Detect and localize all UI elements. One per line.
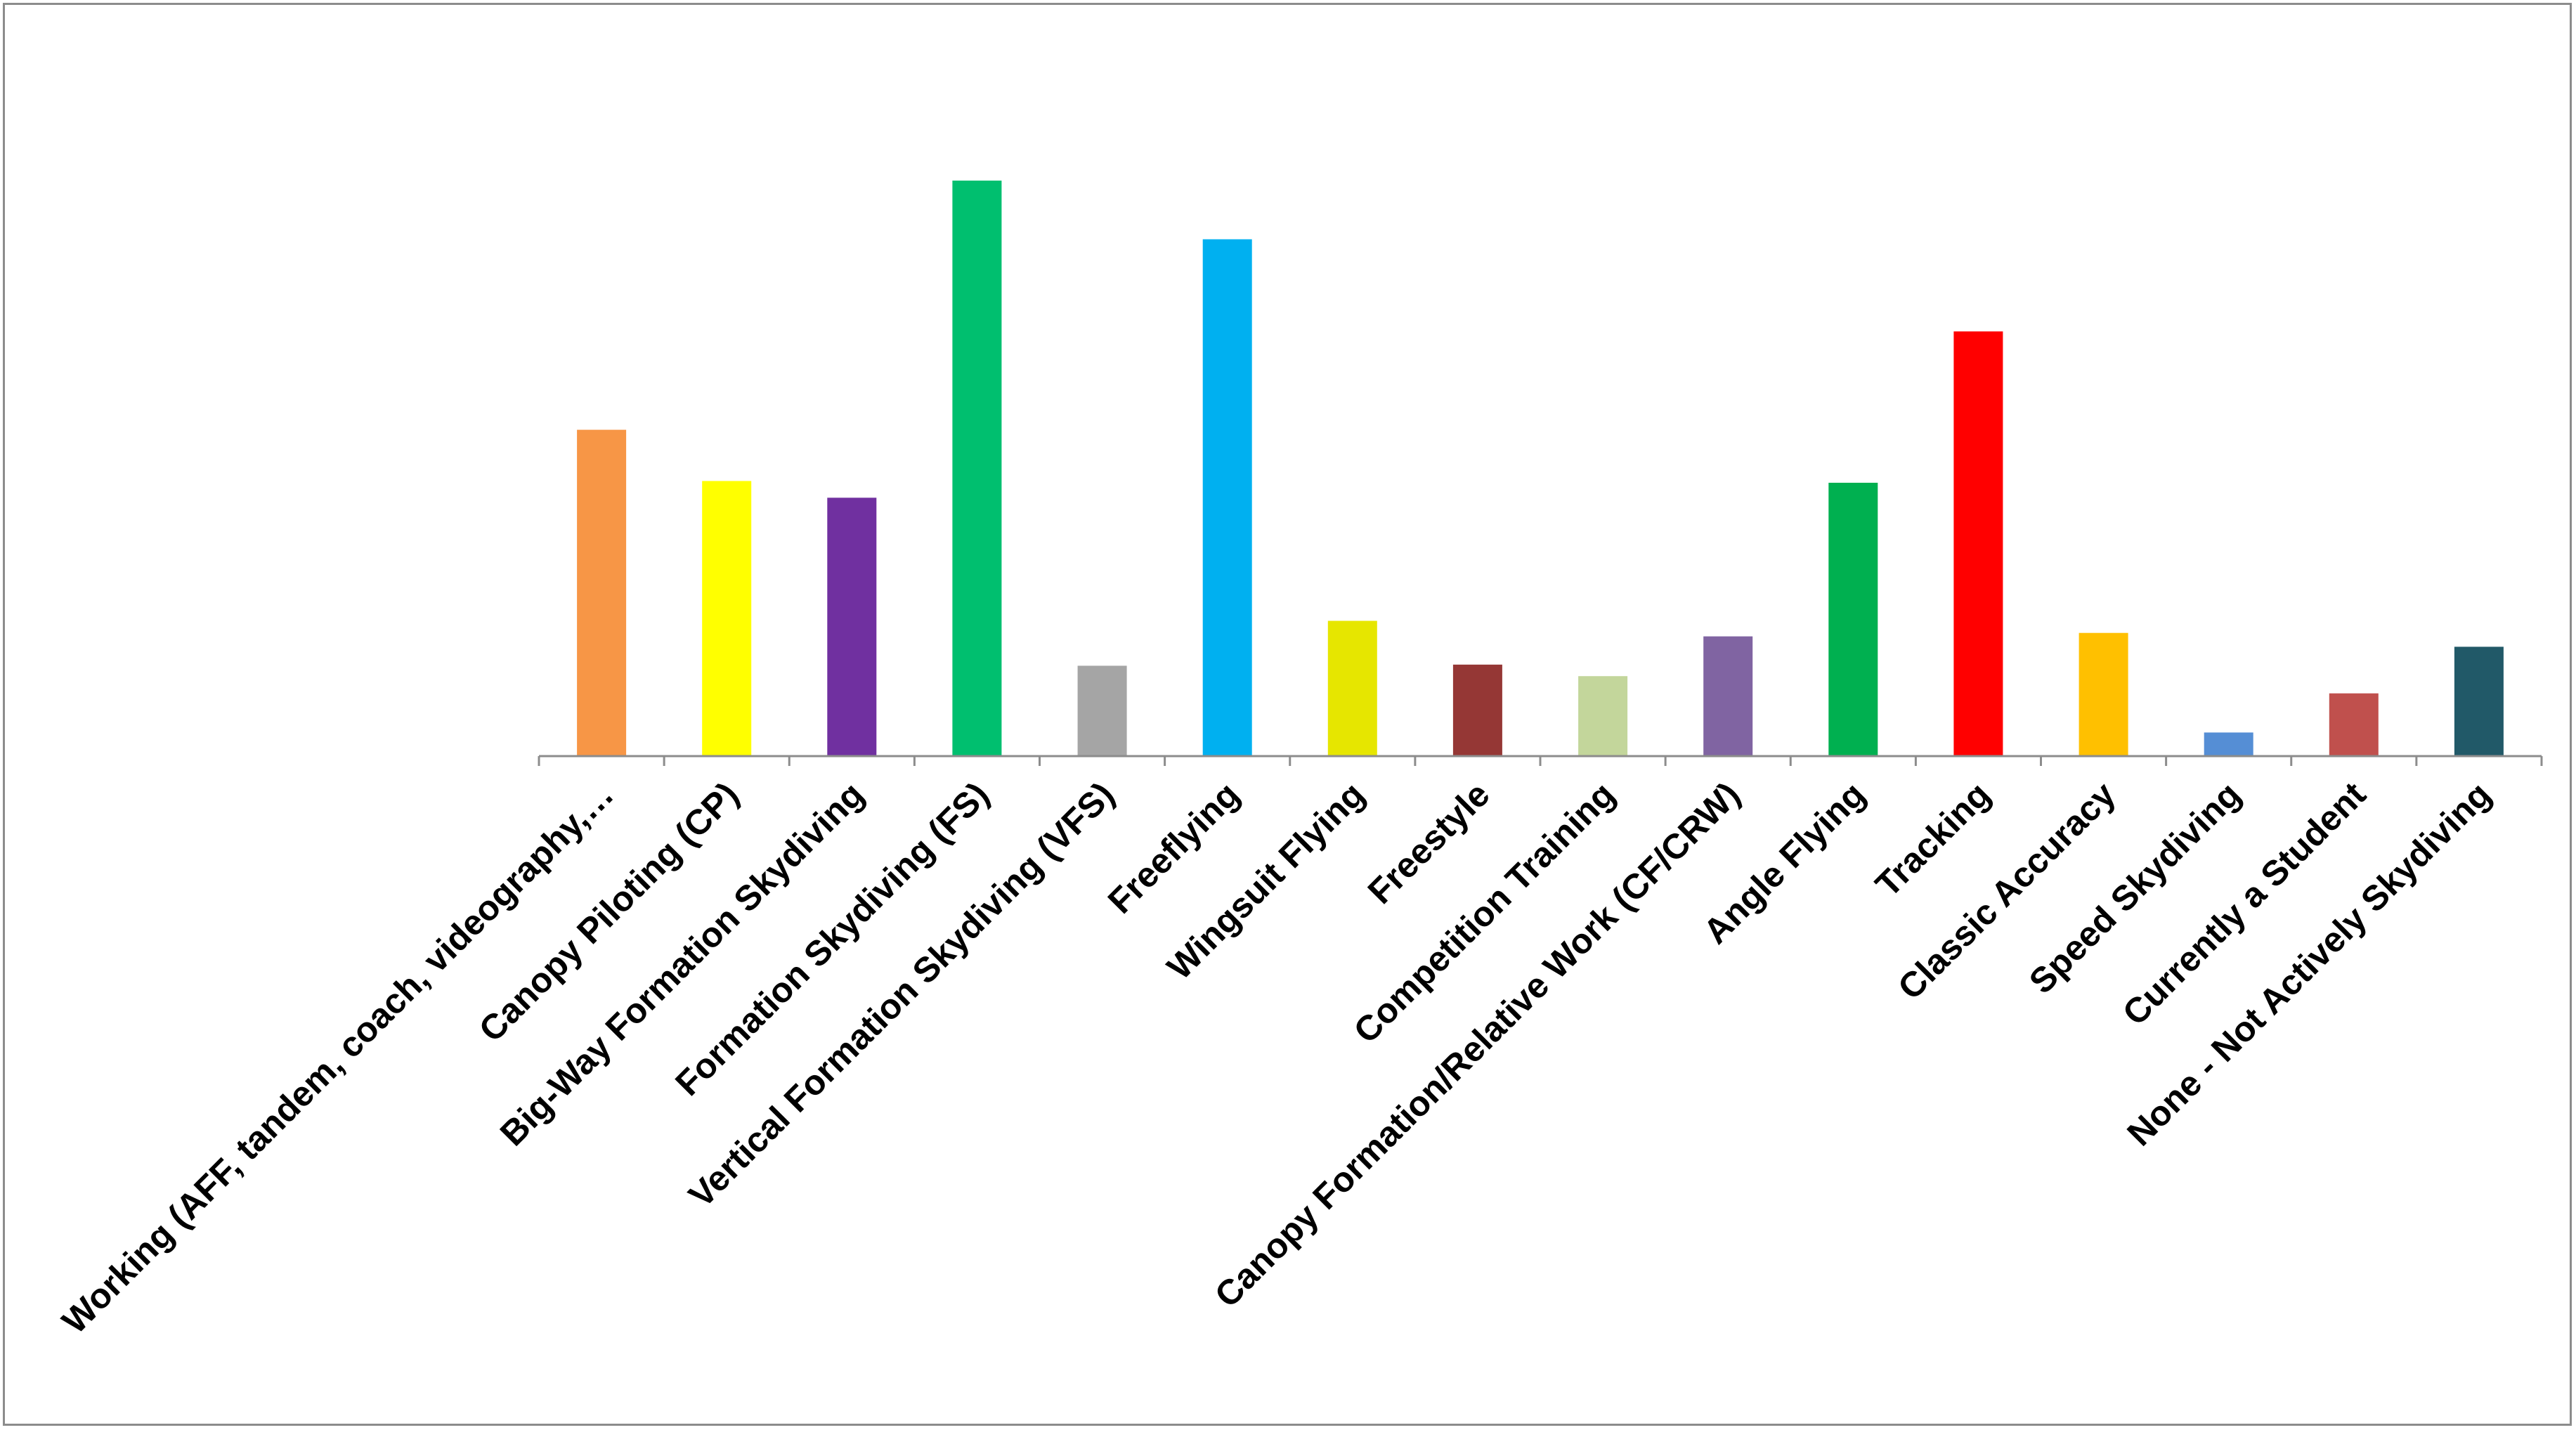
category-labels: Working (AFF, tandem, coach, videography…: [54, 774, 2498, 1341]
x-tick-label: Freestyle: [1360, 774, 1497, 911]
x-tick-label: Canopy Piloting (CP): [471, 774, 746, 1049]
bar-chart: Working (AFF, tandem, coach, videography…: [54, 181, 2543, 1341]
bar-15: [2329, 693, 2379, 756]
bar-2: [702, 481, 752, 756]
x-tick-label: Working (AFF, tandem, coach, videography…: [54, 774, 620, 1341]
bar-1: [577, 429, 627, 756]
bar-11: [1828, 483, 1878, 756]
bar-13: [2079, 632, 2128, 756]
chart-area: Working (AFF, tandem, coach, videography…: [3, 3, 2572, 1426]
bar-5: [1077, 665, 1127, 756]
bar-7: [1327, 620, 1377, 756]
x-tick-label: Tracking: [1868, 774, 1998, 904]
bars-group: [577, 181, 2504, 757]
bar-6: [1202, 239, 1252, 756]
bar-9: [1578, 676, 1628, 756]
x-tick-label: Currently a Student: [2115, 774, 2374, 1033]
bar-10: [1703, 636, 1753, 756]
x-axis: [538, 755, 2543, 766]
bar-14: [2204, 732, 2253, 756]
x-tick-label: Classic Accuracy: [1890, 774, 2123, 1007]
bar-4: [952, 181, 1002, 756]
x-tick-label: Speed Skydiving: [2022, 774, 2249, 1001]
x-tick-label: Vertical Formation Skydiving (VFS): [681, 774, 1121, 1215]
bar-16: [2454, 646, 2504, 756]
bar-3: [827, 498, 877, 756]
bar-12: [1953, 331, 2003, 757]
bar-8: [1452, 664, 1502, 756]
